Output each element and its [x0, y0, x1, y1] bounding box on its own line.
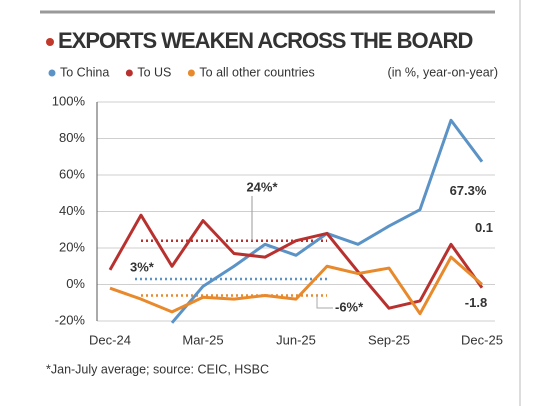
- legend-marker: [125, 69, 133, 77]
- legend-marker: [187, 69, 195, 77]
- series-line: [109, 255, 483, 316]
- footnote: *Jan-July average; source: CEIC, HSBC: [46, 362, 269, 376]
- average-label: 24%*: [246, 179, 278, 194]
- y-tick-label: 100%: [52, 93, 86, 108]
- value-label: 67.3%: [450, 183, 487, 198]
- legend-label: To all other countries: [199, 65, 314, 79]
- chart-title: EXPORTS WEAKEN ACROSS THE BOARD: [58, 28, 472, 53]
- y-tick-label: 0%: [66, 276, 85, 291]
- value-label: -1.8: [465, 295, 487, 310]
- y-tick-label: 60%: [59, 166, 85, 181]
- average-label: -6%*: [335, 299, 364, 314]
- legend-label: To US: [137, 65, 171, 79]
- title-bullet: [46, 38, 54, 46]
- x-tick-label: Sep-25: [368, 332, 410, 347]
- series-line: [108, 213, 484, 310]
- y-tick-label: 40%: [59, 203, 85, 218]
- units-note: (in %, year-on-year): [388, 65, 498, 79]
- x-tick-label: Dec-25: [461, 332, 503, 347]
- series-line: [170, 118, 484, 324]
- y-tick-label: 20%: [59, 239, 85, 254]
- value-label: 0.1: [475, 220, 493, 235]
- x-tick-label: Mar-25: [182, 332, 223, 347]
- legend-marker: [48, 69, 56, 77]
- y-tick-label: 80%: [59, 130, 85, 145]
- x-tick-label: Dec-24: [89, 332, 131, 347]
- y-tick-label: -20%: [55, 312, 86, 327]
- leader: [316, 295, 333, 309]
- legend-label: To China: [60, 65, 109, 79]
- x-tick-label: Jun-25: [276, 332, 316, 347]
- average-label: 3%*: [130, 259, 155, 274]
